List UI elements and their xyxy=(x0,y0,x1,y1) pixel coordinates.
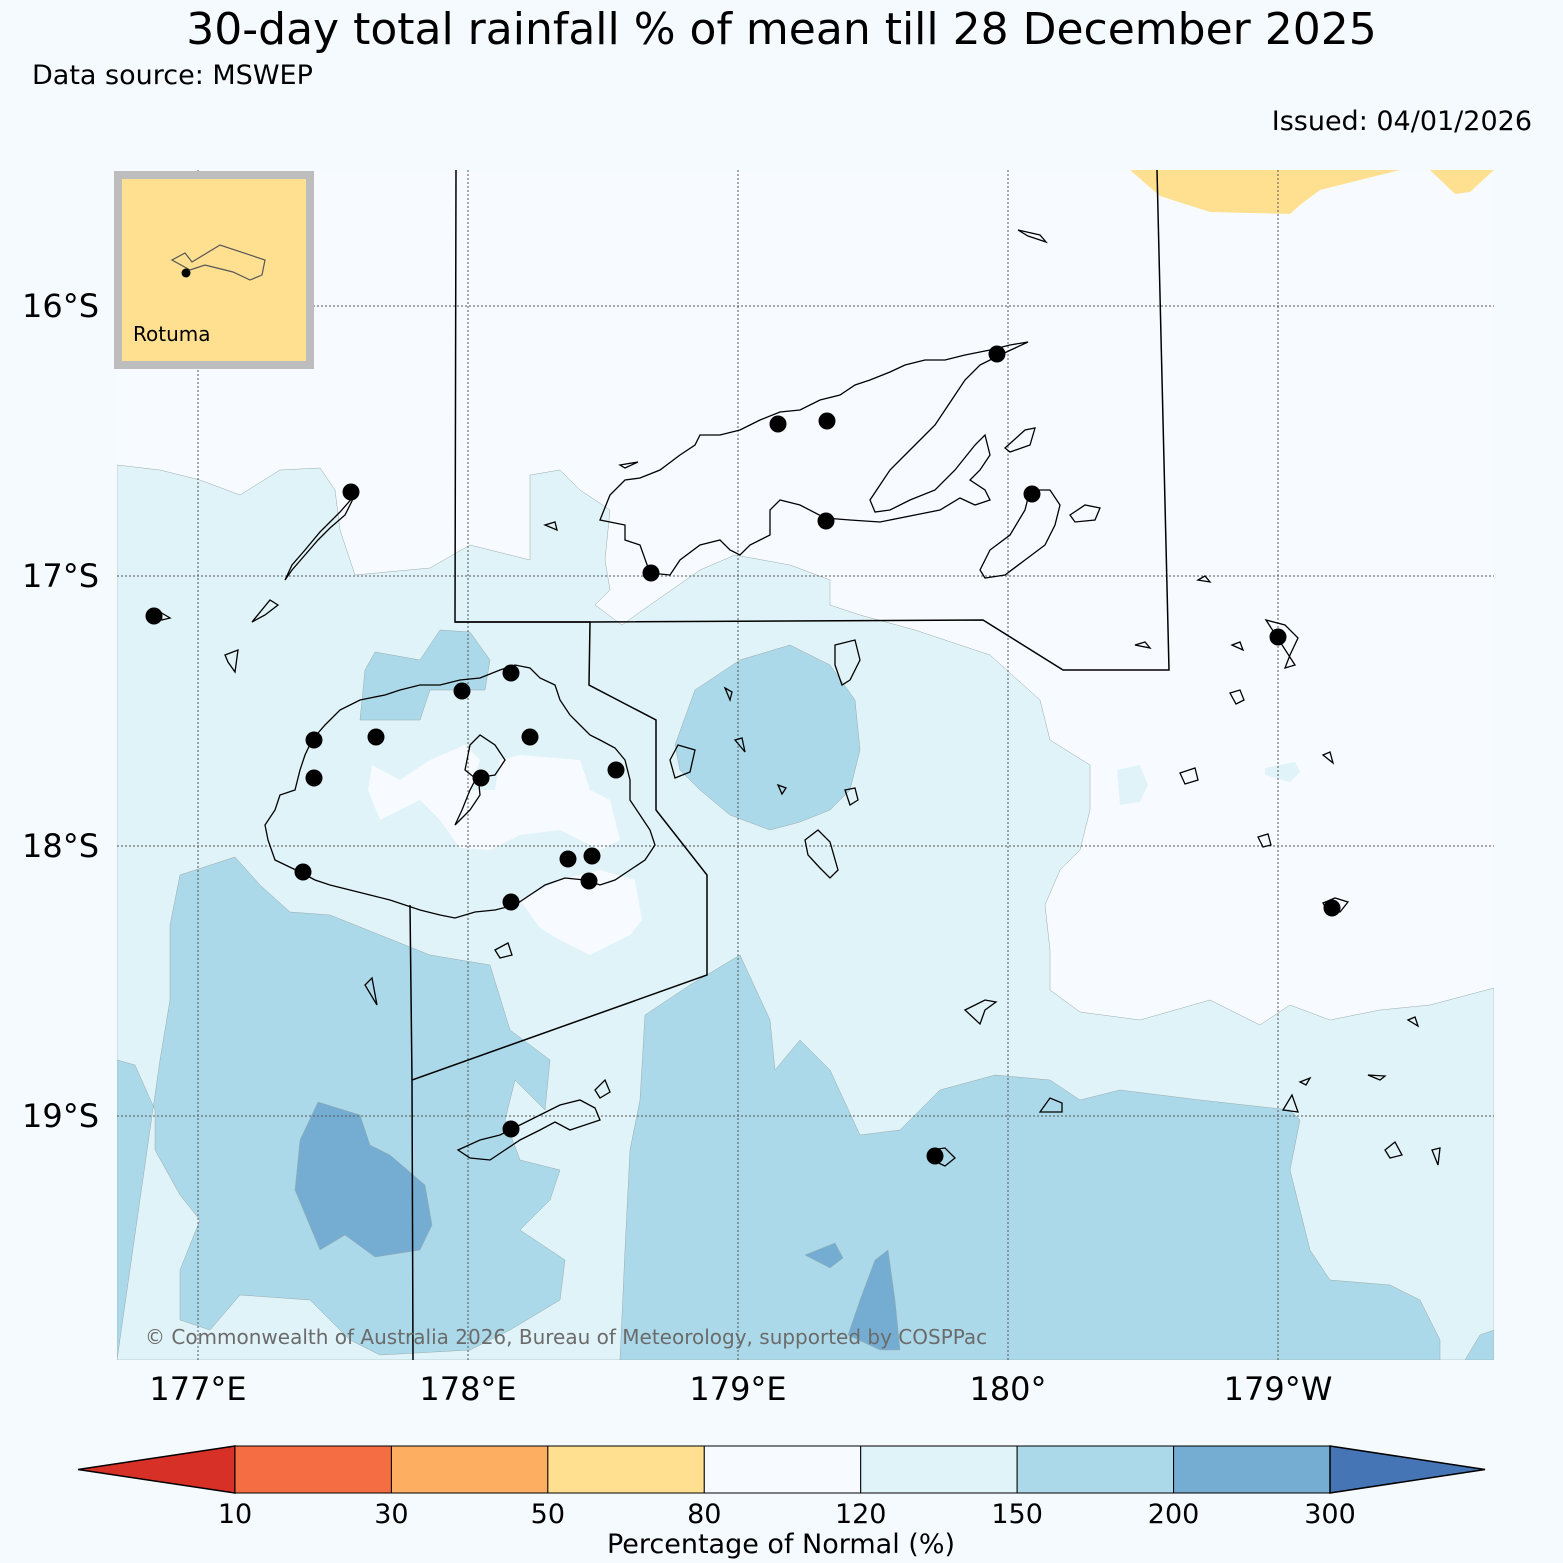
longitude-labels: 177°E 178°E 179°E 180° 179°W xyxy=(149,1370,1332,1408)
station-marker[interactable] xyxy=(502,664,520,682)
stations xyxy=(145,345,1341,1165)
station-marker[interactable] xyxy=(367,728,385,746)
lat-label: 19°S xyxy=(22,1097,99,1135)
lon-label: 179°E xyxy=(689,1370,786,1408)
band-80-120-viti-levu-interior xyxy=(368,745,620,850)
colorbar-tick-label: 50 xyxy=(531,1499,565,1530)
band-150-200-viti-levu xyxy=(359,629,491,721)
band-150-200-south xyxy=(117,856,566,1360)
issued-date: Issued: 04/01/2026 xyxy=(1271,106,1532,137)
band-150-200-east xyxy=(1464,1329,1494,1360)
colorbar-tick-label: 150 xyxy=(991,1499,1043,1530)
station-marker[interactable] xyxy=(926,1147,944,1165)
islands xyxy=(158,229,1441,1167)
band-200-300-west xyxy=(294,1101,433,1258)
station-marker[interactable] xyxy=(1269,628,1287,646)
lon-label: 178°E xyxy=(419,1370,516,1408)
colorbar-tick-label: 10 xyxy=(218,1499,252,1530)
rotuma-island-outline xyxy=(170,244,266,281)
colorbar-extend-low xyxy=(77,1445,236,1494)
station-marker[interactable] xyxy=(294,863,312,881)
station-marker[interactable] xyxy=(580,872,598,890)
colorbar-segment xyxy=(860,1445,1018,1494)
lon-label: 177°E xyxy=(149,1370,246,1408)
band-150-200-koro xyxy=(674,644,861,831)
station-marker[interactable] xyxy=(769,415,787,433)
lat-label: 18°S xyxy=(22,827,99,865)
colorbar-tick-label: 200 xyxy=(1148,1499,1200,1530)
map-title: 30-day total rainfall % of mean till 28 … xyxy=(186,4,1377,55)
colorbar-extend-high xyxy=(1329,1445,1486,1494)
colorbar-segment xyxy=(1173,1445,1331,1494)
division-boundaries xyxy=(409,170,1170,1360)
colorbar-segment xyxy=(547,1445,705,1494)
station-marker[interactable] xyxy=(181,268,191,278)
station-marker[interactable] xyxy=(1323,899,1341,917)
station-marker[interactable] xyxy=(305,731,323,749)
lon-label: 180° xyxy=(969,1370,1046,1408)
inset-label: Rotuma xyxy=(133,322,211,346)
station-marker[interactable] xyxy=(305,769,323,787)
copyright-notice: © Commonwealth of Australia 2026, Bureau… xyxy=(145,1325,987,1349)
station-marker[interactable] xyxy=(521,728,539,746)
graticule xyxy=(117,170,1494,1360)
colorbar-tick-label: 300 xyxy=(1304,1499,1356,1530)
colorbar-segment xyxy=(1016,1445,1175,1494)
rotuma-inset: Rotuma xyxy=(114,171,314,369)
colorbar: 10 30 50 80 120 150 200 300 xyxy=(77,1445,1486,1530)
station-marker[interactable] xyxy=(817,512,835,530)
band-80-120-viti-south xyxy=(520,870,642,955)
station-marker[interactable] xyxy=(502,893,520,911)
lat-label: 17°S xyxy=(22,557,99,595)
band-50-80-area xyxy=(1130,170,1400,214)
colorbar-tick-label: 120 xyxy=(835,1499,887,1530)
colorbar-segment xyxy=(234,1445,392,1494)
station-marker[interactable] xyxy=(472,769,490,787)
band-200-300-small xyxy=(804,1242,844,1269)
latitude-labels: 16°S 17°S 18°S 19°S xyxy=(22,287,99,1135)
station-marker[interactable] xyxy=(818,412,836,430)
lon-label: 179°W xyxy=(1224,1370,1333,1408)
station-marker[interactable] xyxy=(453,682,471,700)
colorbar-segment xyxy=(703,1445,862,1494)
station-marker[interactable] xyxy=(607,761,625,779)
station-marker[interactable] xyxy=(642,564,660,582)
station-marker[interactable] xyxy=(1023,485,1041,503)
station-marker[interactable] xyxy=(342,483,360,501)
station-marker[interactable] xyxy=(145,607,163,625)
station-marker[interactable] xyxy=(502,1120,520,1138)
band-120-150-patch-2 xyxy=(1265,762,1300,782)
band-200-300-east xyxy=(847,1249,901,1351)
station-marker[interactable] xyxy=(559,850,577,868)
band-50-80-area-2 xyxy=(1430,170,1494,194)
band-120-150-patch xyxy=(1117,765,1148,805)
colorbar-segment xyxy=(390,1445,549,1494)
data-source: Data source: MSWEP xyxy=(32,60,313,91)
colorbar-title: Percentage of Normal (%) xyxy=(607,1529,955,1560)
rainfall-map: © Commonwealth of Australia 2026, Bureau… xyxy=(117,170,1494,1360)
colorbar-tick-label: 80 xyxy=(687,1499,721,1530)
colorbar-tick-label: 30 xyxy=(374,1499,408,1530)
lat-label: 16°S xyxy=(22,287,99,325)
station-marker[interactable] xyxy=(988,345,1006,363)
station-marker[interactable] xyxy=(583,847,601,865)
